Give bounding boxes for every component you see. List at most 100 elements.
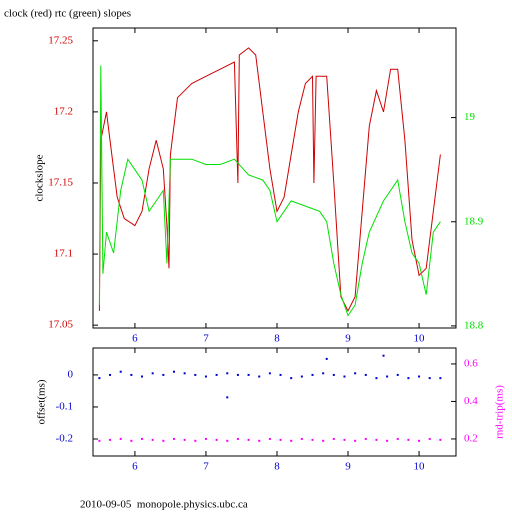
point — [236, 437, 239, 440]
point — [119, 370, 122, 373]
point — [226, 372, 229, 375]
y2-tick-label: 18.9 — [464, 215, 484, 227]
x-tick-label: 8 — [274, 461, 280, 473]
point — [396, 437, 399, 440]
point — [247, 438, 250, 441]
point — [418, 439, 421, 442]
y2-tick-label: 19 — [464, 111, 476, 123]
point — [268, 372, 271, 375]
point — [300, 437, 303, 440]
point — [439, 377, 442, 380]
x-tick-label: 6 — [132, 461, 138, 473]
point — [109, 438, 112, 441]
point — [439, 438, 442, 441]
point — [183, 438, 186, 441]
point — [258, 439, 261, 442]
point — [354, 439, 357, 442]
y2-axis-label: rnd-trip(ms) — [494, 385, 506, 439]
point — [236, 373, 239, 376]
point — [322, 439, 325, 442]
point — [354, 372, 357, 375]
point — [407, 438, 410, 441]
point — [130, 373, 133, 376]
y-tick-label: 17.05 — [48, 319, 73, 331]
x-tick-label: 9 — [345, 461, 351, 473]
series-line — [98, 65, 441, 317]
point — [247, 373, 250, 376]
y-axis-label: offset(ms) — [36, 379, 48, 424]
y-tick-label: 17.1 — [54, 248, 73, 260]
point — [194, 373, 197, 376]
plot-frame — [92, 347, 457, 457]
x-tick-label: 9 — [345, 333, 351, 345]
point — [279, 373, 282, 376]
point — [290, 439, 293, 442]
footer: 2010-09-05 monopole.physics.ubc.ca — [80, 499, 248, 511]
point — [386, 375, 389, 378]
point — [162, 373, 165, 376]
point — [332, 437, 335, 440]
plot-frame — [92, 27, 457, 329]
point — [396, 373, 399, 376]
point — [386, 439, 389, 442]
y-tick-label: 17.25 — [48, 34, 73, 46]
x-tick-label: 8 — [274, 333, 280, 345]
point — [98, 439, 101, 442]
point — [407, 377, 410, 380]
point — [343, 375, 346, 378]
point — [325, 357, 328, 360]
point — [194, 439, 197, 442]
point — [151, 372, 154, 375]
point — [311, 373, 314, 376]
point — [364, 437, 367, 440]
y-tick-label: 17.2 — [54, 105, 73, 117]
point — [98, 377, 101, 380]
x-tick-label: 10 — [414, 461, 426, 473]
y2-tick-label: 0.2 — [464, 432, 478, 444]
point — [375, 377, 378, 380]
point — [382, 354, 385, 357]
point — [162, 439, 165, 442]
point — [343, 438, 346, 441]
point — [226, 439, 229, 442]
y-tick-label: -0.1 — [56, 400, 73, 412]
point — [332, 373, 335, 376]
point — [215, 438, 218, 441]
point — [141, 437, 144, 440]
y2-tick-label: 18.8 — [464, 319, 484, 331]
point — [204, 375, 207, 378]
point — [279, 438, 282, 441]
point — [290, 377, 293, 380]
point — [172, 370, 175, 373]
y-tick-label: 0 — [68, 368, 74, 380]
point — [311, 438, 314, 441]
y-tick-label: 17.15 — [48, 177, 73, 189]
x-tick-label: 7 — [203, 461, 209, 473]
point — [215, 373, 218, 376]
x-tick-label: 10 — [414, 333, 426, 345]
point — [322, 372, 325, 375]
x-tick-label: 6 — [132, 333, 138, 345]
series-line — [98, 47, 441, 313]
point — [418, 375, 421, 378]
point — [364, 373, 367, 376]
y2-tick-label: 0.6 — [464, 357, 478, 369]
point — [183, 372, 186, 375]
point — [226, 396, 229, 399]
y2-tick-label: 0.4 — [464, 395, 478, 407]
point — [130, 439, 133, 442]
y-tick-label: -0.2 — [56, 433, 73, 445]
x-tick-label: 7 — [203, 333, 209, 345]
point — [258, 375, 261, 378]
y-axis-label: clockslope — [34, 154, 46, 201]
point — [119, 437, 122, 440]
point — [151, 438, 154, 441]
chart-title: clock (red) rtc (green) slopes — [4, 8, 131, 20]
point — [300, 375, 303, 378]
point — [428, 437, 431, 440]
point — [172, 437, 175, 440]
point — [109, 373, 112, 376]
point — [141, 375, 144, 378]
